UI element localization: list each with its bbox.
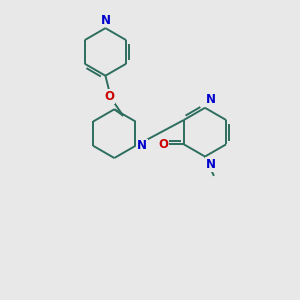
Text: N: N <box>206 158 216 171</box>
Text: O: O <box>158 138 168 151</box>
Text: N: N <box>137 139 147 152</box>
Text: N: N <box>100 14 110 27</box>
Text: O: O <box>105 90 115 103</box>
Text: N: N <box>206 93 216 106</box>
